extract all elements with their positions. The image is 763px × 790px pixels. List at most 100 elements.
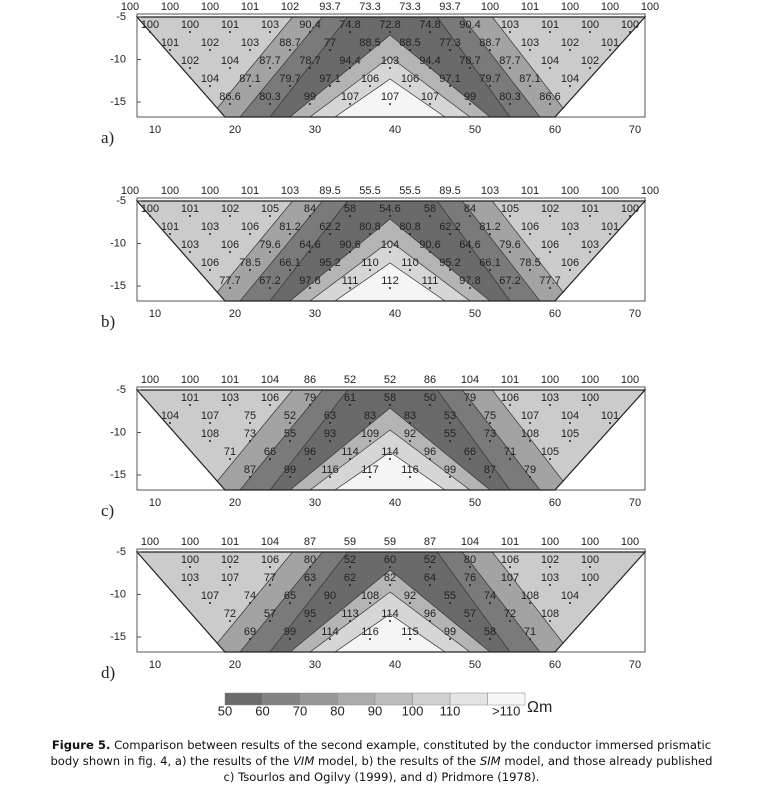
data-label: 103	[541, 572, 559, 584]
caption: Figure 5. Comparison between results of …	[0, 737, 763, 785]
data-label: 66	[264, 446, 276, 458]
data-point	[309, 251, 311, 253]
data-point	[309, 584, 311, 586]
data-point	[509, 103, 511, 105]
y-tick-label: -5	[116, 11, 126, 23]
data-label: 79	[464, 392, 476, 404]
data-point	[409, 233, 411, 235]
data-label: 107	[421, 91, 439, 103]
x-tick-label: 30	[309, 124, 321, 136]
data-label: 107	[341, 91, 359, 103]
data-label: 90	[324, 590, 336, 602]
data-label: 103	[221, 392, 239, 404]
data-label: 97.8	[459, 275, 480, 287]
data-point	[509, 566, 511, 568]
x-tick-label: 20	[229, 659, 241, 671]
data-label: 52	[344, 374, 356, 386]
data-point	[369, 602, 371, 604]
data-label: 100	[181, 554, 199, 566]
data-point	[269, 287, 271, 289]
data-point	[529, 440, 531, 442]
data-point	[289, 233, 291, 235]
data-point	[429, 287, 431, 289]
data-label: 87	[304, 536, 316, 548]
data-label: 87.7	[499, 55, 520, 67]
x-tick-label: 40	[389, 308, 401, 320]
data-point	[429, 584, 431, 586]
data-label: 69	[244, 626, 256, 638]
data-label: 78.7	[459, 55, 480, 67]
contour-band	[333, 262, 447, 301]
data-point	[189, 584, 191, 586]
data-point	[309, 620, 311, 622]
data-point	[589, 566, 591, 568]
data-label: 90.4	[299, 19, 320, 31]
data-label: 80.3	[259, 91, 280, 103]
data-label: 94.4	[419, 55, 440, 67]
data-label: 108	[521, 428, 539, 440]
data-point	[389, 404, 391, 406]
data-point	[509, 620, 511, 622]
data-label: 92	[404, 428, 416, 440]
data-point	[449, 269, 451, 271]
data-label: 100	[601, 1, 619, 13]
data-point	[189, 404, 191, 406]
data-point	[469, 287, 471, 289]
data-point	[289, 49, 291, 51]
data-label: 50	[424, 392, 436, 404]
data-point	[549, 251, 551, 253]
data-label: 66	[464, 446, 476, 458]
data-label: 96	[304, 446, 316, 458]
data-label: 55.5	[359, 185, 380, 197]
data-point	[489, 476, 491, 478]
data-point	[269, 404, 271, 406]
data-label: 93	[324, 428, 336, 440]
data-label: 62	[344, 572, 356, 584]
data-point	[509, 31, 511, 33]
data-point	[309, 31, 311, 33]
data-label: 99	[284, 626, 296, 638]
caption-text: model, and those already published	[500, 754, 713, 768]
data-point	[489, 602, 491, 604]
data-label: 107	[521, 410, 539, 422]
y-tick-label: -15	[110, 280, 126, 292]
panel: -5 -10 -15 10 20 30 40 50 60 70 100 100 101 104 87 59 59…	[101, 536, 647, 682]
data-point	[369, 233, 371, 235]
data-label: 100	[141, 536, 159, 548]
data-point	[329, 269, 331, 271]
data-label: 64.6	[299, 239, 320, 251]
data-point	[269, 458, 271, 460]
data-label: 108	[541, 608, 559, 620]
data-label: 101	[541, 19, 559, 31]
data-point	[169, 233, 171, 235]
data-point	[469, 215, 471, 217]
data-label: 79.7	[279, 73, 300, 85]
data-point	[229, 584, 231, 586]
data-label: 102	[221, 203, 239, 215]
data-label: 100	[181, 536, 199, 548]
caption-text: model, b) the results of the	[314, 754, 480, 768]
data-point	[429, 215, 431, 217]
data-label: 101	[241, 185, 259, 197]
x-tick-label: 10	[149, 497, 161, 509]
data-label: 100	[121, 1, 139, 13]
trapezoid-outline	[135, 389, 647, 491]
data-label: 101	[221, 536, 239, 548]
data-point	[409, 49, 411, 51]
x-tick-label: 20	[229, 124, 241, 136]
data-point	[569, 602, 571, 604]
data-label: 106	[401, 73, 419, 85]
data-point	[309, 215, 311, 217]
data-point	[429, 404, 431, 406]
legend-label: 90	[368, 703, 382, 718]
x-tick-label: 20	[229, 497, 241, 509]
data-label: 103	[481, 185, 499, 197]
data-label: 101	[241, 1, 259, 13]
data-label: 87.7	[259, 55, 280, 67]
data-point	[469, 458, 471, 460]
data-point	[249, 269, 251, 271]
x-tick-label: 30	[309, 497, 321, 509]
data-point	[589, 215, 591, 217]
data-point	[229, 31, 231, 33]
legend-label: 80	[330, 703, 344, 718]
